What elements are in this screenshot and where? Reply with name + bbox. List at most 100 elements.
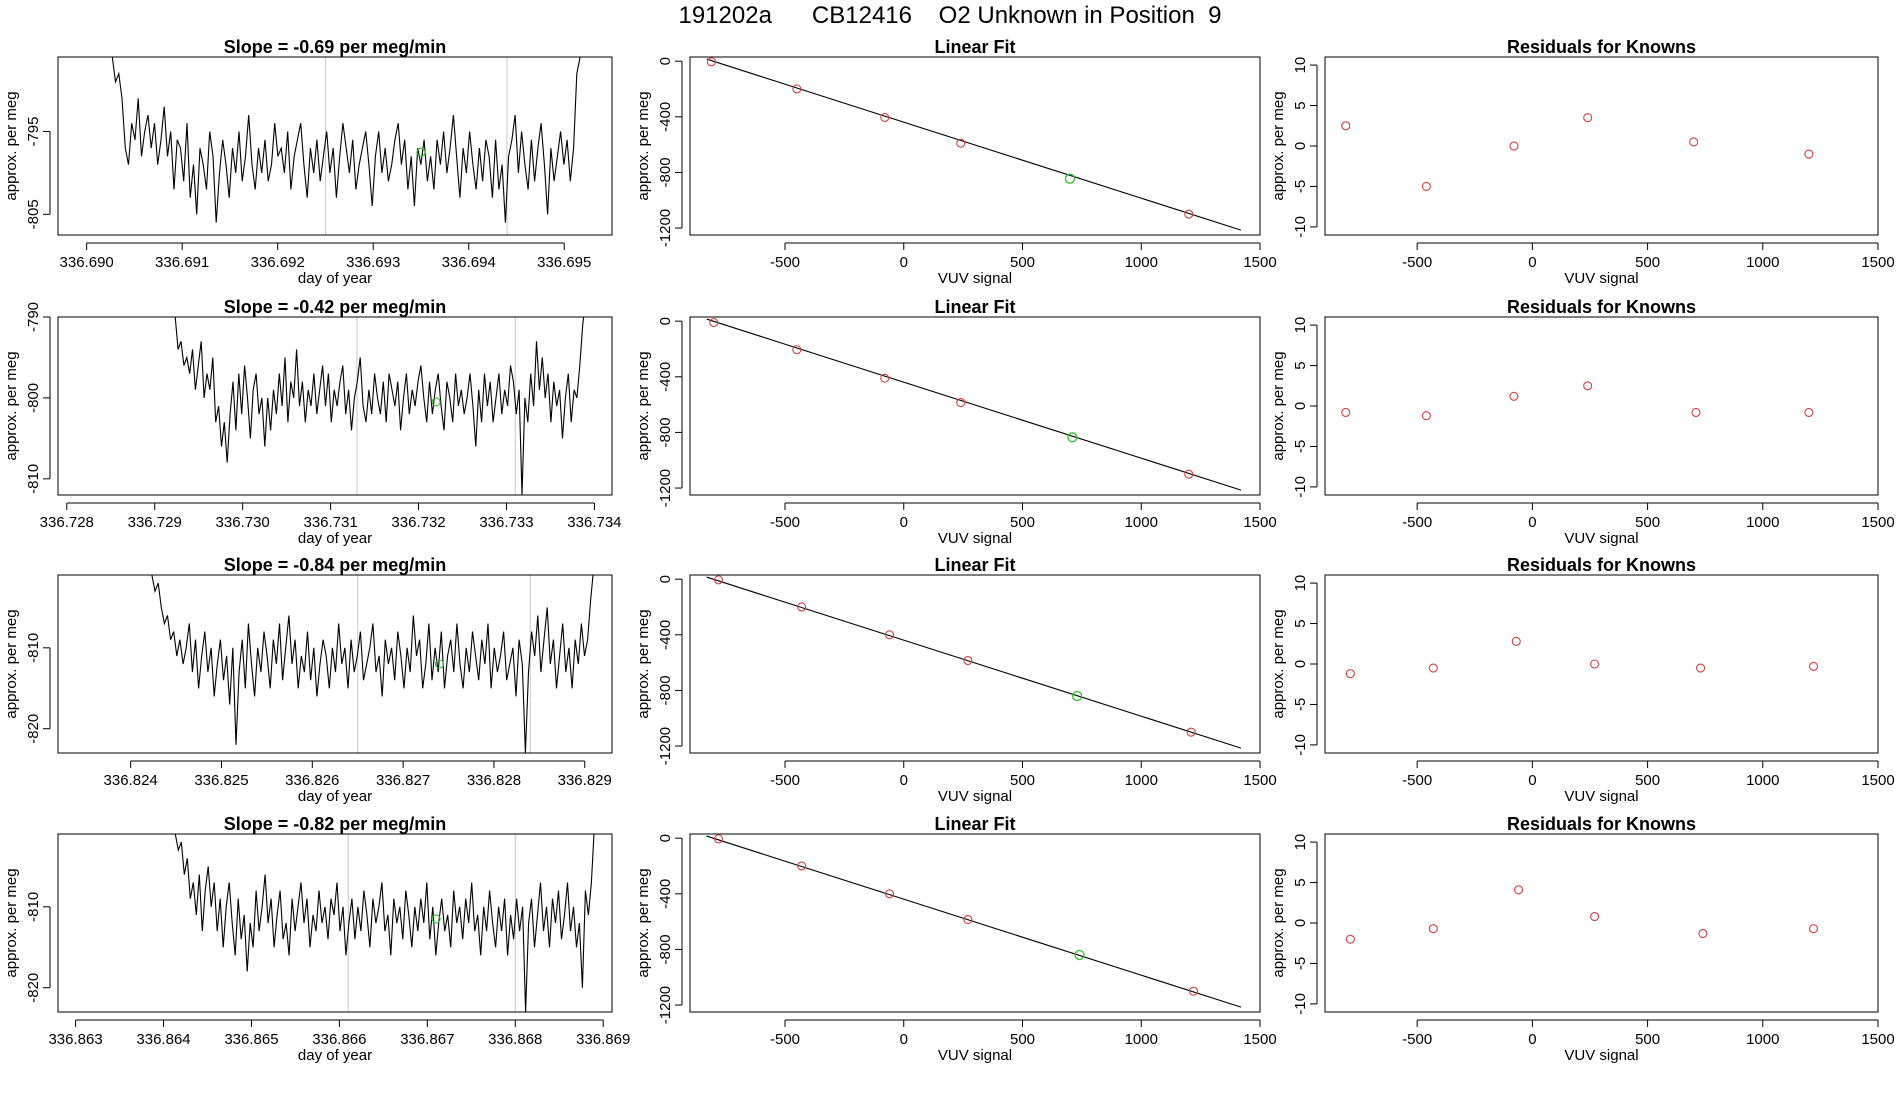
unknown-sample-point <box>1074 949 1085 961</box>
x-tick-label: 336.693 <box>346 254 400 271</box>
x-tick-label: 336.863 <box>48 1031 102 1048</box>
plot-frame <box>689 574 1261 754</box>
signal-trace-line <box>174 834 595 1012</box>
x-axis-label: VUV signal <box>1564 530 1638 547</box>
x-tick-label: 336.731 <box>303 514 357 531</box>
y-tick-label: -805 <box>25 199 42 229</box>
residual-point <box>1698 928 1708 939</box>
x-tick-label: 336.869 <box>576 1031 630 1048</box>
x-tick-label: 336.730 <box>216 514 270 531</box>
residuals-panel-row-3: Residuals for Knowns -500 0 500 1000 1500 VUV … <box>1270 555 1895 805</box>
y-tick-label: -810 <box>25 633 42 663</box>
y-axis-label: approx. per meg <box>3 609 20 718</box>
y-tick-label: -10 <box>1292 734 1309 756</box>
residual-point <box>1421 181 1431 192</box>
x-axis-label: day of year <box>298 270 372 287</box>
time-series-panel-row-1: Slope = -0.69 per meg/min 336.690 336.691 3… <box>3 37 613 287</box>
chart-title: Residuals for Knowns <box>1507 37 1696 57</box>
y-tick-label: -800 <box>657 675 674 705</box>
known-standard-point <box>709 318 719 328</box>
fit-line <box>706 835 1242 1008</box>
x-tick-label: -500 <box>1402 254 1432 271</box>
y-tick-label: -5 <box>1292 180 1309 193</box>
x-tick-label: 500 <box>1635 254 1660 271</box>
x-tick-label: 336.728 <box>40 514 94 531</box>
x-tick-label: 336.824 <box>104 772 158 789</box>
x-tick-label: -500 <box>1402 1031 1432 1048</box>
x-tick-label: 1000 <box>1746 254 1779 271</box>
residual-point <box>1428 924 1438 934</box>
x-tick-label: -500 <box>770 514 800 531</box>
y-tick-label: 5 <box>1292 619 1309 627</box>
x-tick-label: 336.732 <box>391 514 445 531</box>
series-group <box>706 318 1242 491</box>
chart-title: Linear Fit <box>934 297 1015 317</box>
y-axis-label: approx. per meg <box>1270 351 1287 460</box>
linear-fit-panel-row-3: Linear Fit -500 0 500 1000 1500 VUV signal 0 -40… <box>635 555 1277 805</box>
plot-frame <box>1324 56 1879 236</box>
y-axis-label: approx. per meg <box>3 868 20 977</box>
y-tick-label: -800 <box>25 383 42 413</box>
x-tick-label: 500 <box>1635 514 1660 531</box>
x-tick-label: 1000 <box>1746 772 1779 789</box>
residual-point <box>1421 411 1431 421</box>
x-tick-label: 500 <box>1010 514 1035 531</box>
x-tick-label: 1500 <box>1861 254 1894 271</box>
x-tick-label: 336.865 <box>224 1031 278 1048</box>
x-tick-label: 0 <box>900 254 908 271</box>
x-axis-label: VUV signal <box>1564 270 1638 287</box>
x-tick-label: 336.828 <box>467 772 521 789</box>
known-standard-point <box>956 138 966 148</box>
y-tick-label: 0 <box>1292 660 1309 668</box>
x-tick-label: 336.734 <box>567 514 621 531</box>
known-standard-point <box>1184 469 1194 479</box>
unknown-sample-point <box>434 659 444 669</box>
residual-point <box>1689 137 1699 147</box>
unknown-sample-point <box>1067 432 1078 443</box>
x-tick-label: 500 <box>1010 772 1035 789</box>
x-axis-label: day of year <box>298 788 372 805</box>
fit-line <box>706 576 1242 749</box>
x-tick-label: 0 <box>900 772 908 789</box>
x-tick-label: 336.733 <box>479 514 533 531</box>
unknown-sample-point <box>1064 173 1076 184</box>
known-standard-point <box>956 397 966 408</box>
y-tick-label: -820 <box>25 714 42 744</box>
x-tick-label: -500 <box>770 1031 800 1048</box>
x-tick-label: 336.827 <box>376 772 430 789</box>
x-tick-label: 336.691 <box>155 254 209 271</box>
known-standard-point <box>792 345 802 355</box>
y-tick-label: -5 <box>1292 440 1309 453</box>
residual-point <box>1428 663 1438 673</box>
residual-point <box>1804 149 1814 159</box>
series-group <box>1341 113 1814 192</box>
x-tick-label: 0 <box>1528 254 1536 271</box>
series-group <box>111 57 581 223</box>
known-standard-point <box>1184 209 1194 219</box>
y-tick-label: 10 <box>1292 834 1309 851</box>
y-axis-label: approx. per meg <box>3 91 20 200</box>
x-tick-label: 0 <box>1528 772 1536 789</box>
residual-point <box>1345 669 1355 679</box>
residual-point <box>1691 407 1701 418</box>
signal-trace-line <box>151 575 594 753</box>
known-standard-point <box>880 373 890 383</box>
series-group <box>1341 381 1814 421</box>
residuals-panel-row-4: Residuals for Knowns -500 0 500 1000 1500 VUV … <box>1270 814 1895 1064</box>
y-tick-label: -5 <box>1292 957 1309 970</box>
x-tick-label: 1000 <box>1746 1031 1779 1048</box>
linear-fit-panel-row-4: Linear Fit -500 0 500 1000 1500 VUV signal 0 -40… <box>635 814 1277 1064</box>
x-tick-label: 0 <box>900 514 908 531</box>
fit-line <box>706 58 1242 231</box>
chart-title: Residuals for Knowns <box>1507 555 1696 575</box>
known-standard-point <box>884 889 895 899</box>
plot-frame <box>1324 833 1879 1013</box>
x-tick-label: 336.829 <box>558 772 612 789</box>
chart-title: Residuals for Knowns <box>1507 297 1696 317</box>
x-tick-label: 1500 <box>1243 1031 1276 1048</box>
linear-fit-panel-row-1: Linear Fit -500 0 500 1000 1500 VUV signal 0 -40… <box>635 37 1277 287</box>
x-tick-label: 336.692 <box>251 254 305 271</box>
plot-frame <box>1324 316 1879 496</box>
y-tick-label: 5 <box>1292 101 1309 109</box>
x-tick-label: 336.690 <box>60 254 114 271</box>
